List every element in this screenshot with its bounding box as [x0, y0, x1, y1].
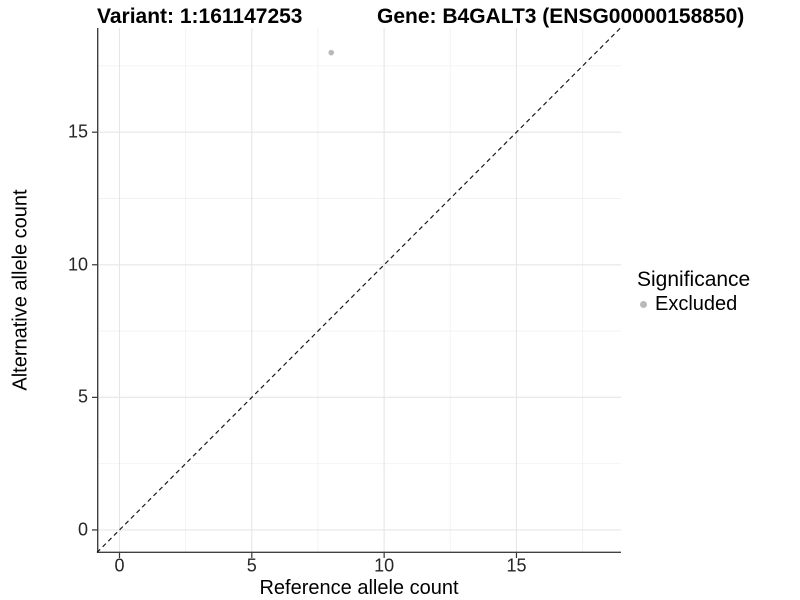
- legend-title: Significance: [637, 268, 751, 291]
- x-tick-label: 15: [506, 555, 527, 576]
- plot-panel: [92, 27, 621, 558]
- x-tick-label: 0: [114, 555, 125, 576]
- plot-title-gene: Gene: B4GALT3 (ENSG00000158850): [377, 5, 745, 28]
- y-tick-label: 10: [67, 254, 88, 275]
- x-tick-label: 10: [374, 555, 395, 576]
- excluded-point-marker-icon: [640, 301, 647, 308]
- data-point-excluded: [328, 49, 335, 56]
- x-tick-label: 5: [246, 555, 257, 576]
- y-axis-title: Alternative allele count: [9, 189, 32, 391]
- legend: Significance Excluded: [637, 269, 750, 316]
- legend-item-excluded: Excluded: [637, 293, 750, 316]
- y-tick-label: 0: [77, 519, 88, 540]
- plot-title-variant: Variant: 1:161147253: [97, 5, 303, 28]
- y-tick-label: 5: [77, 386, 88, 407]
- plot-canvas: [92, 27, 621, 558]
- x-axis-title: Reference allele count: [259, 577, 459, 599]
- legend-item-label: Excluded: [655, 293, 738, 315]
- y-tick-label: 15: [67, 121, 88, 142]
- identity-dashed-line: [96, 27, 621, 553]
